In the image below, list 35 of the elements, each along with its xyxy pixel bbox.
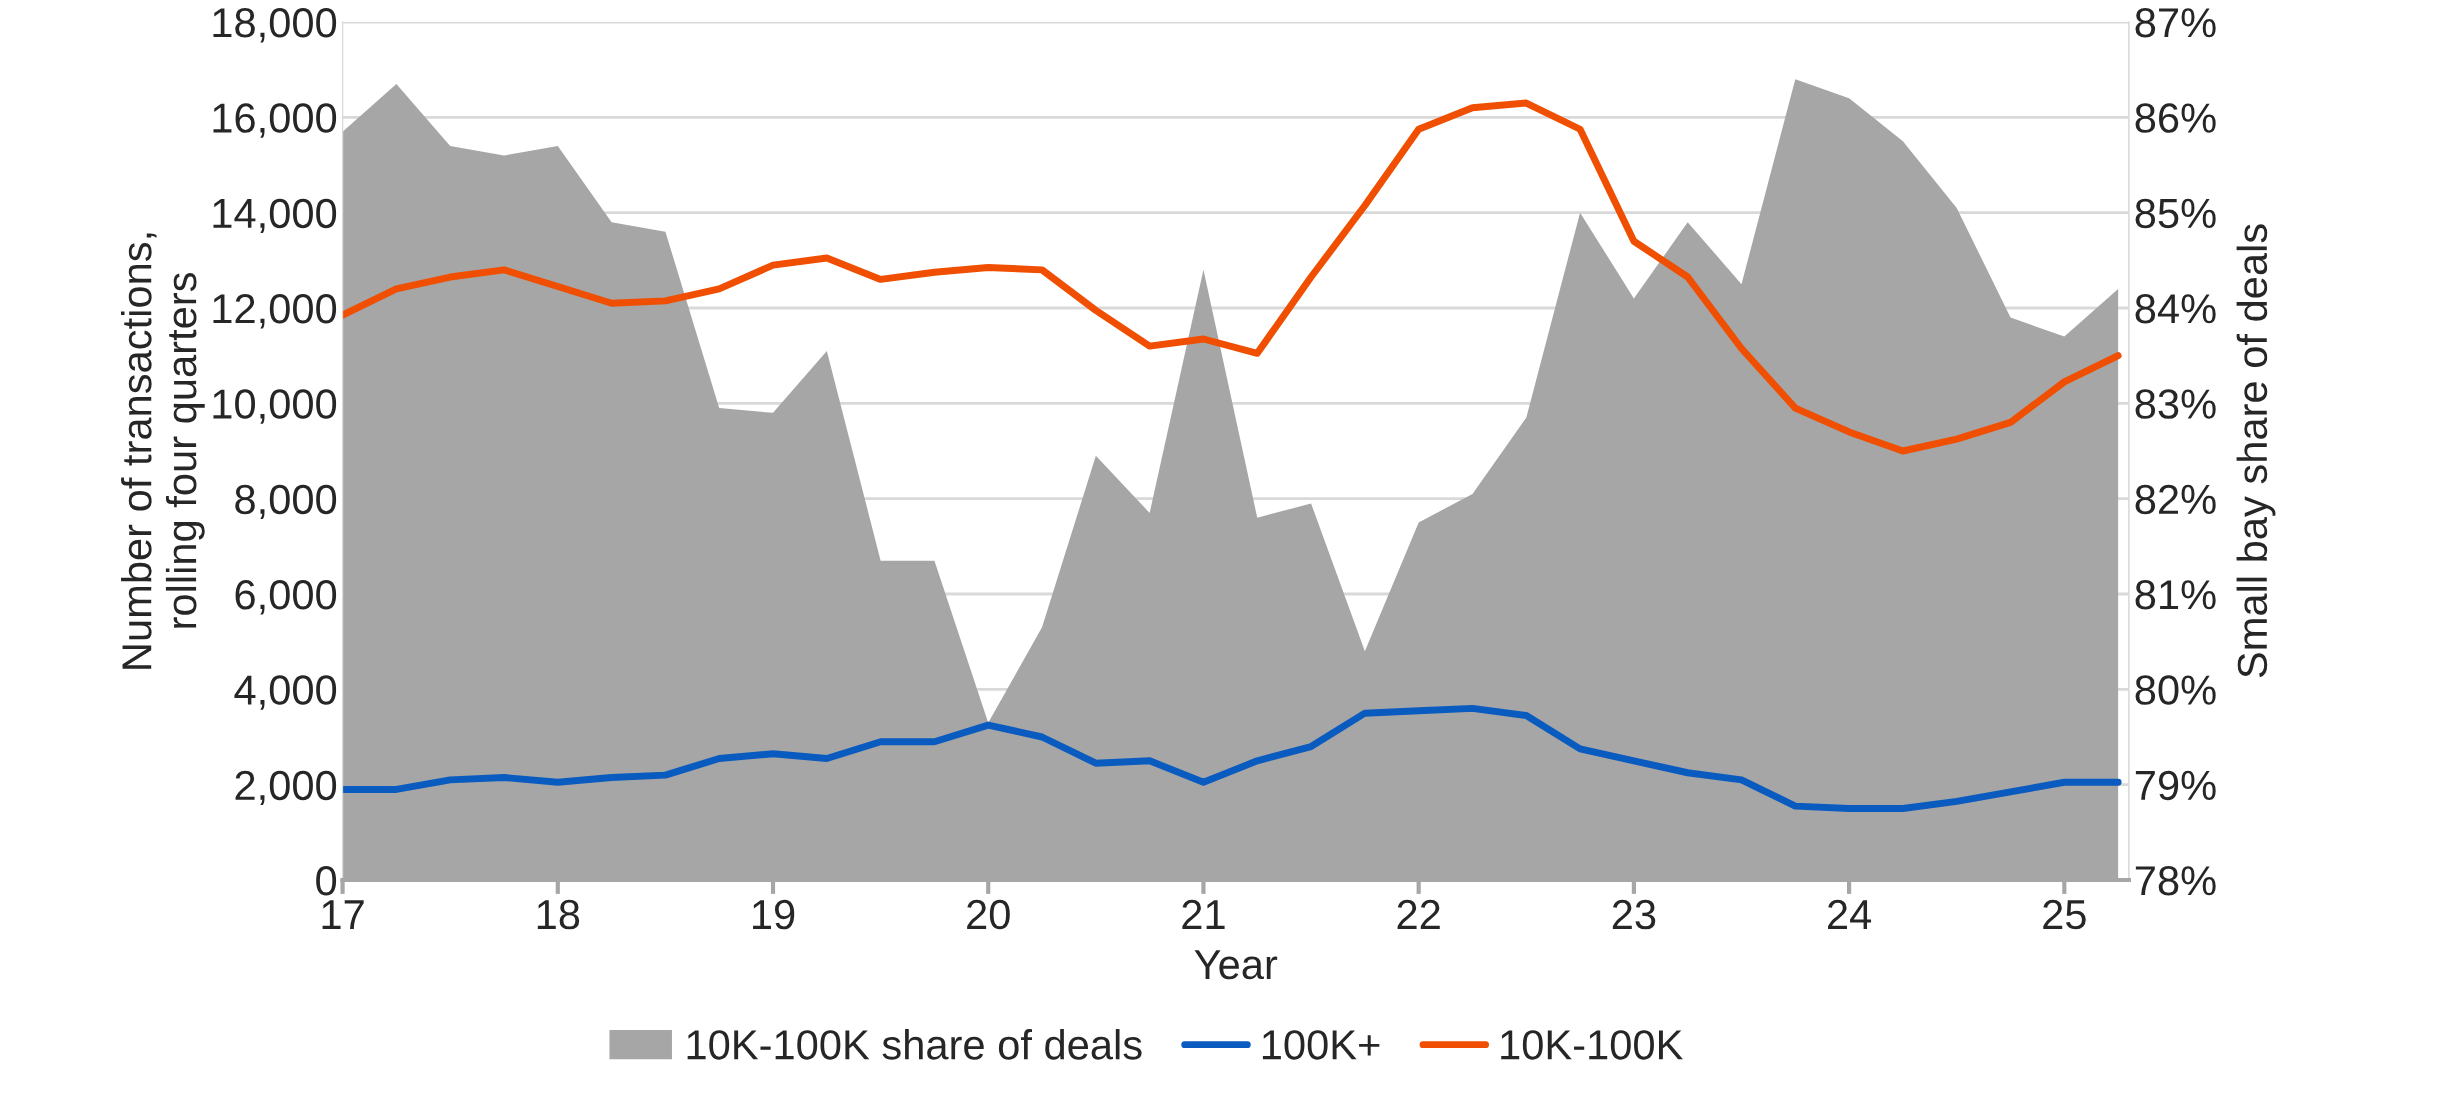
y2-tick-label: 87% [2135, 8, 2216, 38]
y-axis-title: Number of transactions, rolling four quarters [121, 233, 205, 669]
x-tick-label: 18 [537, 899, 580, 930]
y-tick-label: 14,000 [213, 198, 337, 234]
legend-label: 100K+ [1262, 1030, 1380, 1060]
y2-tick-label: 82% [2135, 484, 2216, 515]
x-tick-label: 23 [1612, 899, 1656, 930]
x-tick-label: 22 [1397, 899, 1440, 929]
y-tick-label: 12,000 [213, 294, 337, 329]
y2-tick-label: 83% [2135, 389, 2216, 419]
y2-tick-label: 80% [2135, 675, 2216, 705]
x-tick-label: 24 [1828, 899, 1872, 929]
y-tick-label: 8,000 [235, 484, 337, 520]
legend-label: 10K-100K share of deals [687, 1029, 1142, 1060]
y-tick-label: 16,000 [213, 103, 337, 138]
y-tick-label: 2,000 [235, 770, 337, 806]
x-tick-label: 21 [1182, 899, 1225, 929]
y-tick-label: 10,000 [213, 389, 337, 424]
x-tick-label: 17 [322, 900, 364, 929]
x-tick-label: 20 [967, 899, 1010, 930]
x-tick-label: 25 [2043, 899, 2086, 930]
y2-tick-label: 79% [2135, 770, 2216, 801]
y2-tick-label: 86% [2135, 103, 2216, 133]
y2-axis-title: Small bay share of deals [2236, 224, 2276, 678]
x-axis-title: Year [1194, 950, 1278, 980]
y2-tick-label: 78% [2135, 866, 2216, 896]
legend-label: 10K-100K [1501, 1030, 1683, 1060]
y2-tick-label: 84% [2135, 294, 2216, 324]
y-tick-label: 4,000 [234, 675, 337, 710]
y-tick-label: 18,000 [213, 8, 337, 43]
y-tick-label: 6,000 [235, 580, 337, 615]
y2-tick-label: 85% [2135, 198, 2216, 229]
y2-tick-label: 81% [2135, 580, 2216, 610]
y-tick-label: 0 [316, 866, 337, 896]
x-tick-label: 19 [753, 899, 795, 930]
